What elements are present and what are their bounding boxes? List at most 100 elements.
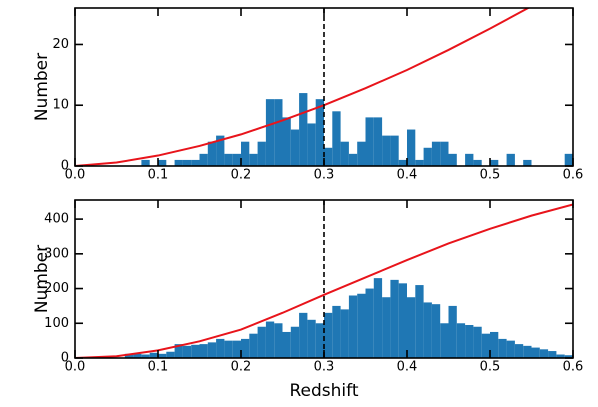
y-tick-label: 20	[52, 37, 69, 52]
bar	[207, 141, 217, 166]
bar	[407, 297, 416, 358]
bar	[207, 342, 217, 358]
bar	[133, 353, 142, 358]
bar	[199, 344, 208, 358]
x-tick-label: 0.2	[231, 168, 252, 183]
bar	[357, 141, 366, 166]
bar	[224, 340, 233, 358]
bar	[332, 111, 341, 166]
bar	[423, 302, 432, 358]
x-tick-label: 0.0	[65, 360, 86, 375]
bar	[174, 159, 183, 166]
y-tick-label: 0	[61, 351, 69, 366]
bar	[299, 312, 308, 358]
bar	[274, 323, 283, 358]
y-axis-label: Number	[32, 245, 52, 313]
bar	[274, 99, 283, 166]
bar	[506, 153, 515, 166]
plot-area	[75, 203, 573, 358]
bar	[166, 351, 175, 358]
x-tick-label: 0.5	[480, 168, 501, 183]
bar	[490, 331, 499, 358]
x-tick-label: 0.3	[314, 168, 335, 183]
x-tick-label: 0.1	[148, 360, 169, 375]
bar	[232, 340, 241, 358]
bar	[373, 278, 383, 358]
bar	[158, 159, 167, 166]
bar	[473, 326, 482, 358]
bar	[465, 153, 474, 166]
bar	[332, 305, 341, 358]
bar	[224, 153, 233, 166]
bar	[199, 153, 208, 166]
bar	[398, 159, 407, 166]
y-tick-label: 300	[44, 246, 69, 261]
bar	[548, 351, 557, 358]
bar	[324, 147, 333, 166]
bar	[307, 123, 316, 166]
bar	[498, 338, 507, 358]
bar	[265, 99, 275, 166]
bar	[531, 347, 540, 358]
bar	[340, 141, 349, 166]
bar	[257, 141, 266, 166]
bar	[141, 159, 150, 166]
bar	[216, 135, 225, 166]
bar	[290, 326, 300, 358]
plot-area	[75, 8, 573, 166]
y-tick-label: 400	[44, 212, 69, 227]
bar	[324, 312, 333, 358]
x-tick-label: 0.1	[148, 168, 169, 183]
bar	[249, 153, 258, 166]
x-tick-label: 0.3	[314, 360, 335, 375]
bar	[191, 159, 200, 166]
bar	[282, 331, 291, 358]
x-axis-label: Redshift	[289, 381, 358, 401]
x-tick-label: 0.6	[563, 168, 584, 183]
bar	[365, 288, 374, 358]
bar	[506, 340, 515, 358]
bar	[158, 353, 167, 358]
bar	[182, 159, 192, 166]
bar	[407, 129, 416, 166]
bar	[415, 159, 424, 166]
bar	[473, 159, 482, 166]
bar	[282, 117, 291, 166]
bar	[191, 344, 200, 358]
bar	[448, 153, 457, 166]
bar	[440, 323, 449, 358]
bar	[564, 153, 573, 166]
bar	[315, 99, 324, 166]
bar	[141, 354, 150, 358]
y-tick-label: 0	[61, 159, 69, 174]
bar	[357, 293, 366, 358]
bar	[307, 319, 316, 358]
bar	[174, 344, 183, 358]
bar	[182, 345, 192, 358]
bar	[373, 117, 383, 166]
y-axis-label: Number	[32, 53, 52, 121]
bar	[265, 321, 275, 358]
bar	[465, 325, 474, 358]
bar	[241, 338, 250, 358]
bar	[423, 147, 432, 166]
bar	[456, 323, 466, 358]
bar	[257, 326, 266, 358]
bar	[415, 285, 424, 358]
bar	[315, 323, 324, 358]
y-tick-label: 100	[44, 316, 69, 331]
x-tick-label: 0.6	[563, 360, 584, 375]
bar	[440, 141, 449, 166]
bar	[564, 355, 573, 358]
bar	[390, 279, 399, 358]
x-tick-label: 0.4	[397, 168, 418, 183]
bar	[290, 129, 300, 166]
bar	[556, 354, 565, 358]
bar	[398, 283, 407, 358]
bar	[299, 93, 308, 166]
x-tick-label: 0.2	[231, 360, 252, 375]
bar	[340, 309, 349, 358]
bar	[448, 305, 457, 358]
bar	[149, 352, 158, 358]
